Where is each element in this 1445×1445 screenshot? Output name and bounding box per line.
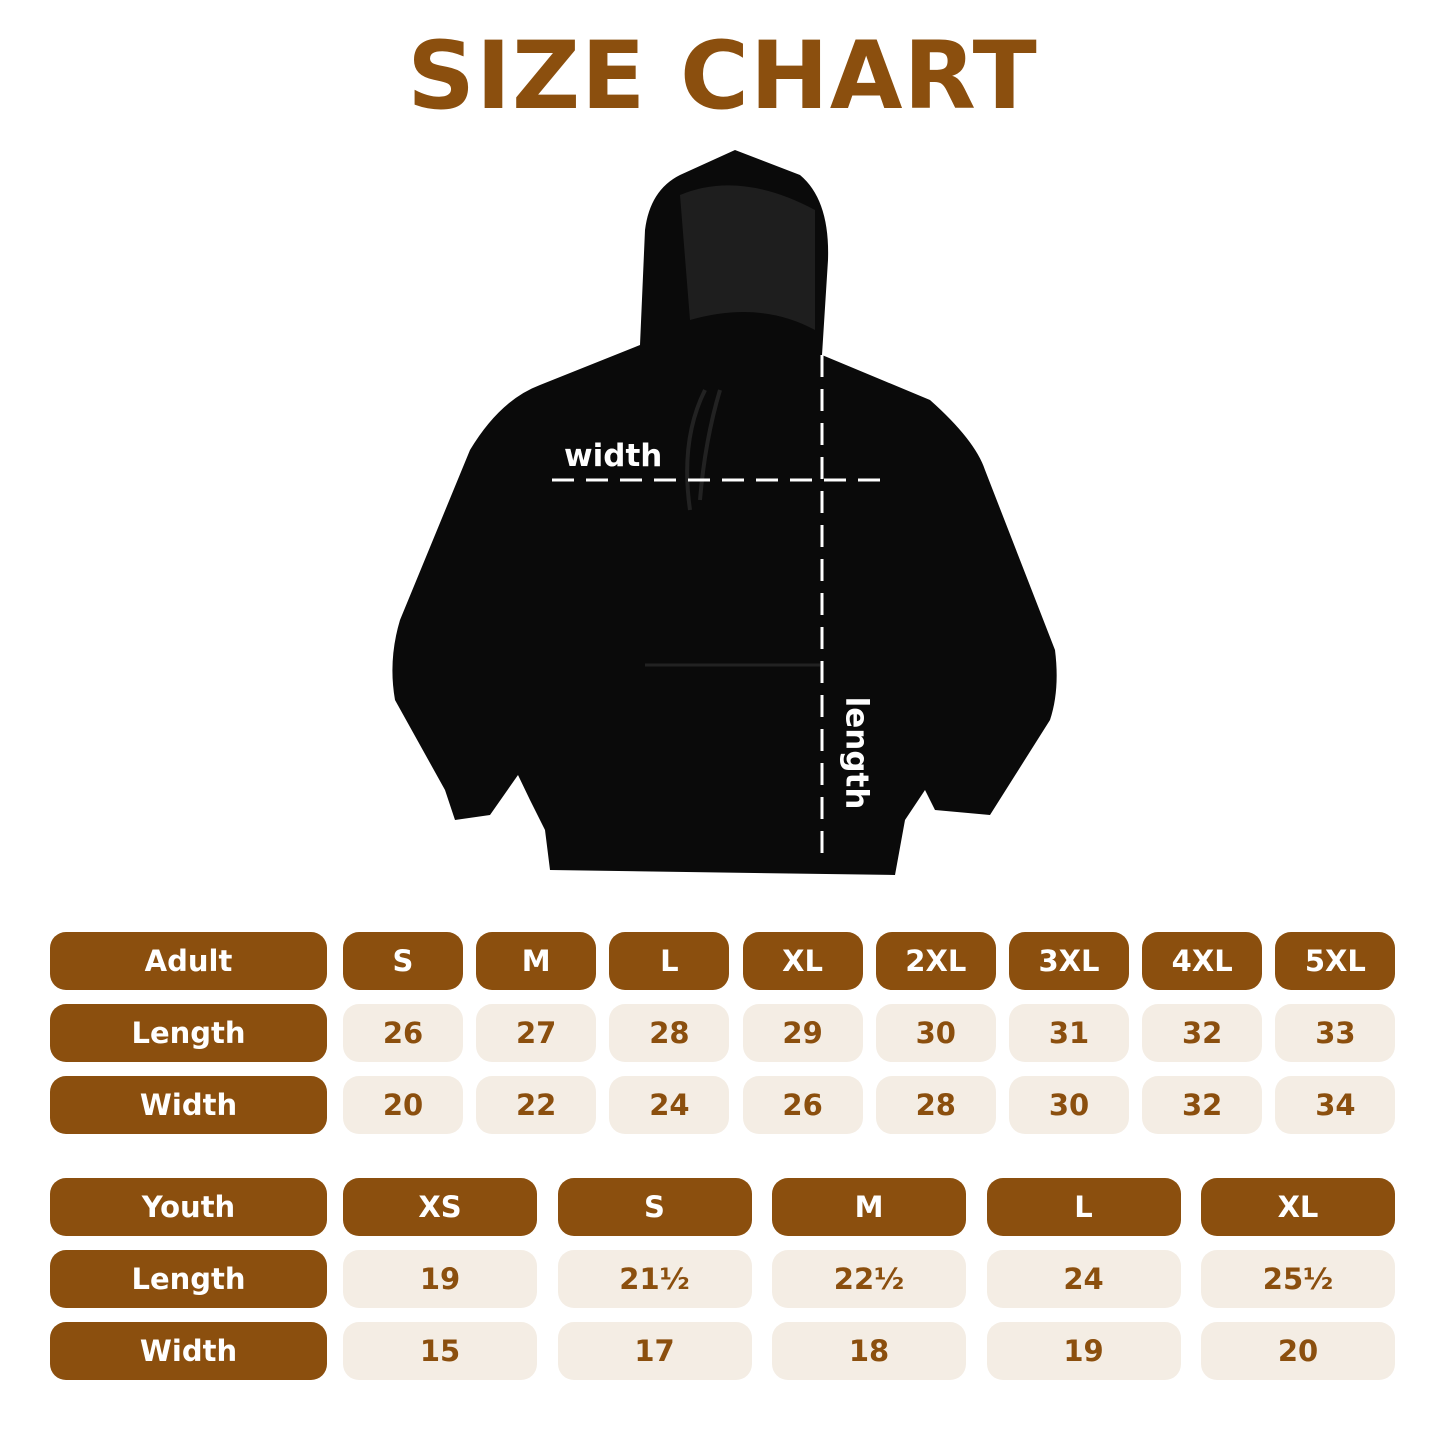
value-cell: 30 xyxy=(875,1004,996,1062)
row-label: Length xyxy=(50,1250,327,1308)
value-cell: 26 xyxy=(742,1076,863,1134)
value-cell: 28 xyxy=(875,1076,996,1134)
size-header: L xyxy=(986,1178,1181,1236)
hoodie-image xyxy=(392,150,1057,875)
hoodie-body xyxy=(392,150,1057,875)
value-cell: 22 xyxy=(476,1076,597,1134)
row-label: Length xyxy=(50,1004,327,1062)
size-header: XL xyxy=(1201,1178,1395,1236)
value-cell: 34 xyxy=(1275,1076,1396,1134)
size-header: L xyxy=(609,932,730,990)
value-cell: 22½ xyxy=(772,1250,966,1308)
row-label: Width xyxy=(50,1076,327,1134)
value-cell: 24 xyxy=(609,1076,730,1134)
youth-header: Youth xyxy=(50,1178,327,1236)
row-label: Width xyxy=(50,1322,327,1380)
size-header: 5XL xyxy=(1275,932,1396,990)
value-cell: 20 xyxy=(343,1076,463,1134)
value-cell: 19 xyxy=(343,1250,537,1308)
value-cell: 31 xyxy=(1009,1004,1129,1062)
value-cell: 28 xyxy=(609,1004,730,1062)
value-cell: 24 xyxy=(986,1250,1181,1308)
size-header: S xyxy=(557,1178,752,1236)
size-header: S xyxy=(343,932,463,990)
size-header: 2XL xyxy=(875,932,996,990)
size-header: XL xyxy=(742,932,863,990)
value-cell: 19 xyxy=(986,1322,1181,1380)
size-header: M xyxy=(772,1178,966,1236)
value-cell: 29 xyxy=(742,1004,863,1062)
value-cell: 30 xyxy=(1009,1076,1129,1134)
size-header: M xyxy=(476,932,597,990)
adult-header: Adult xyxy=(50,932,327,990)
value-cell: 26 xyxy=(343,1004,463,1062)
length-label: length xyxy=(838,696,875,810)
value-cell: 18 xyxy=(772,1322,966,1380)
size-header: XS xyxy=(343,1178,537,1236)
value-cell: 15 xyxy=(343,1322,537,1380)
value-cell: 21½ xyxy=(557,1250,752,1308)
value-cell: 32 xyxy=(1142,1076,1263,1134)
value-cell: 27 xyxy=(476,1004,597,1062)
value-cell: 25½ xyxy=(1201,1250,1395,1308)
value-cell: 17 xyxy=(557,1322,752,1380)
value-cell: 20 xyxy=(1201,1322,1395,1380)
size-header: 3XL xyxy=(1009,932,1129,990)
value-cell: 32 xyxy=(1142,1004,1263,1062)
page-title: SIZE CHART xyxy=(407,22,1038,131)
value-cell: 33 xyxy=(1275,1004,1396,1062)
width-label: width xyxy=(564,438,663,474)
size-header: 4XL xyxy=(1142,932,1263,990)
